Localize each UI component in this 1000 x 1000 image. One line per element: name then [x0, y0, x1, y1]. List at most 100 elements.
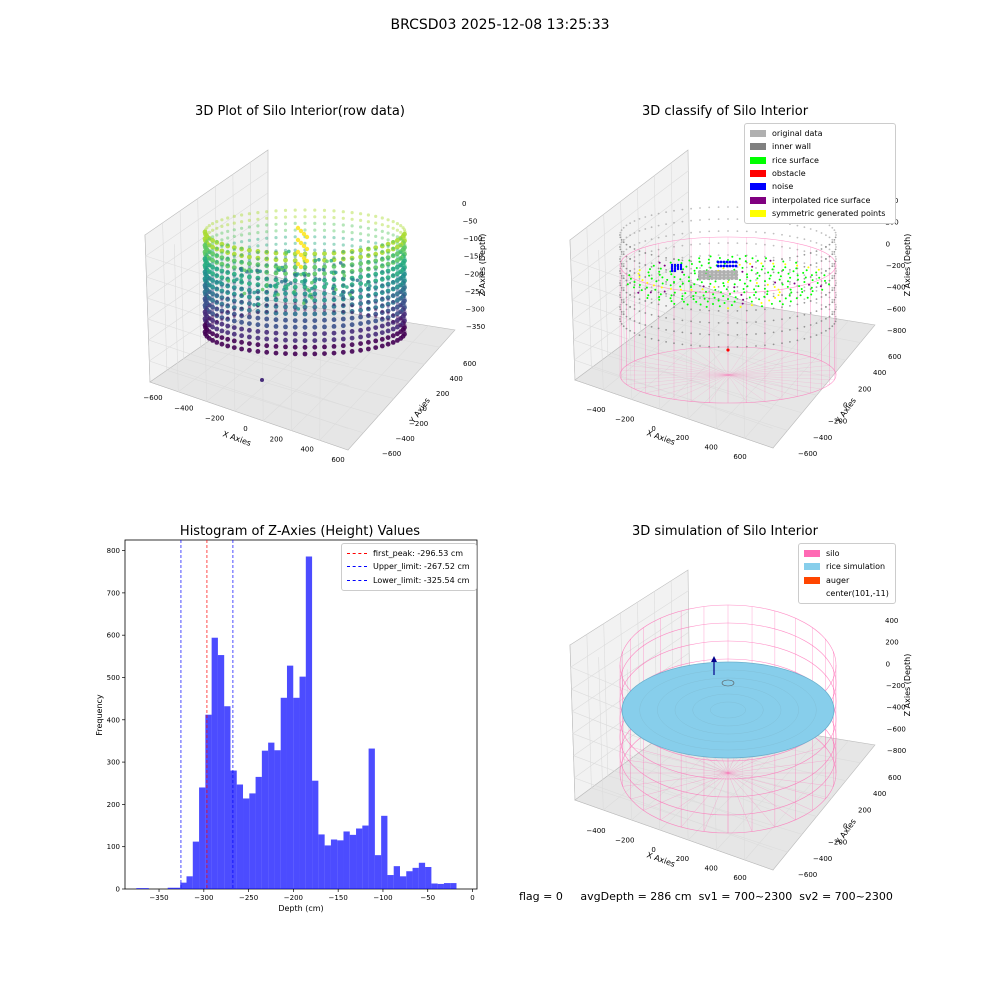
data-point [395, 222, 399, 226]
data-point [214, 273, 220, 279]
data-point [809, 336, 812, 338]
data-point [754, 291, 757, 294]
data-point [240, 260, 244, 264]
data-point [303, 208, 307, 212]
data-point [355, 278, 360, 283]
data-point [340, 336, 346, 342]
data-point [225, 283, 231, 289]
data-point [820, 292, 823, 294]
data-point [734, 276, 738, 280]
data-point [402, 261, 407, 265]
data-point [644, 276, 647, 278]
data-point [402, 228, 407, 232]
auger-marker [721, 679, 735, 687]
data-point [264, 343, 270, 349]
data-point [256, 251, 260, 255]
data-point [293, 248, 297, 252]
data-point [203, 281, 208, 285]
data-point [239, 333, 245, 339]
data-point [202, 302, 208, 308]
data-point [359, 258, 363, 262]
tick-label: 600 [463, 360, 476, 368]
data-point [391, 306, 395, 310]
data-point [379, 310, 385, 315]
data-point [745, 345, 748, 348]
data-point [687, 276, 690, 279]
data-point [619, 318, 621, 320]
data-point [283, 331, 288, 336]
data-point [777, 271, 780, 274]
data-point [755, 267, 757, 269]
data-point [717, 346, 720, 348]
data-point [366, 260, 370, 264]
data-point [716, 264, 720, 268]
data-point [620, 265, 623, 267]
tick-label: −400 [586, 406, 605, 414]
data-point [681, 208, 684, 211]
data-point [622, 253, 625, 256]
data-point [332, 216, 336, 220]
data-point [303, 288, 307, 292]
data-point [255, 329, 261, 334]
data-point [676, 263, 680, 267]
data-point [778, 291, 781, 294]
data-point [622, 262, 625, 265]
data-point [265, 270, 269, 274]
data-point [322, 284, 327, 290]
tick-label: 0 [243, 425, 247, 433]
data-point [255, 275, 261, 281]
data-point [834, 248, 837, 251]
silo-wire [727, 365, 830, 376]
data-point [720, 291, 722, 294]
data-point [402, 241, 407, 245]
data-point [673, 267, 677, 271]
data-point [312, 338, 318, 343]
data-point [753, 294, 756, 296]
data-point [310, 296, 314, 300]
data-point [385, 341, 391, 347]
data-point [781, 330, 783, 333]
data-point [205, 232, 209, 236]
data-point [274, 222, 278, 226]
data-point [733, 283, 736, 286]
data-point [238, 267, 243, 271]
data-point [673, 257, 675, 260]
data-point [820, 332, 823, 334]
data-point [205, 266, 209, 270]
data-point [203, 241, 208, 245]
data-point [292, 331, 298, 337]
data-point [699, 291, 701, 293]
data-point [707, 258, 710, 261]
data-point [699, 267, 701, 269]
data-point [663, 264, 666, 267]
data-point [828, 279, 831, 282]
grid-line [626, 259, 632, 400]
data-point [825, 306, 827, 309]
data-point [322, 302, 327, 306]
data-point [803, 337, 806, 340]
histogram-bar [243, 798, 250, 889]
data-point [331, 286, 335, 291]
data-point [274, 262, 278, 266]
data-point [391, 273, 395, 277]
data-point [763, 295, 766, 298]
data-point [340, 263, 346, 269]
data-point [391, 286, 395, 290]
data-point [293, 295, 297, 299]
data-point [390, 326, 396, 332]
data-point [273, 310, 279, 316]
data-point [304, 246, 310, 252]
data-point [402, 281, 407, 285]
data-point [366, 253, 371, 259]
data-point [296, 272, 300, 276]
data-point [681, 331, 684, 334]
data-point [395, 288, 399, 292]
tick-label: −600 [798, 450, 817, 458]
data-point [745, 261, 748, 264]
data-point [395, 275, 399, 279]
data-point [784, 266, 787, 269]
data-point [349, 329, 355, 334]
histogram-bar [286, 665, 294, 889]
grid-line [572, 232, 690, 321]
data-point [789, 293, 791, 295]
